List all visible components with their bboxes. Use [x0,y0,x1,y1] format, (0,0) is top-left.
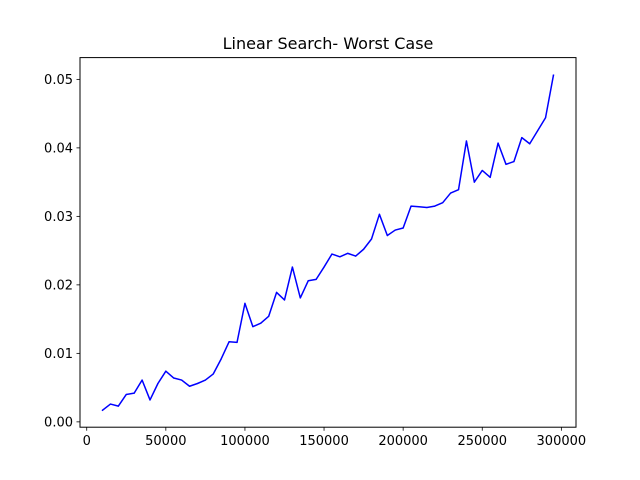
y-tick-label: 0.00 [44,415,73,430]
data-point [236,341,238,343]
data-point [529,143,531,145]
data-point [220,358,222,360]
data-point [204,379,206,381]
data-point [363,248,365,250]
data-point [537,130,539,132]
data-point [394,229,396,231]
data-point [275,291,278,293]
data-point [212,373,214,375]
data-point [181,379,183,381]
data-point [355,255,357,257]
y-tick-label: 0.05 [44,73,73,88]
data-point [426,206,428,209]
data-point [291,266,293,268]
data-point [283,299,286,301]
x-tick-label: 0 [83,434,91,449]
data-point [252,326,254,328]
y-tick-label: 0.02 [44,278,73,293]
data-point [244,302,246,304]
data-point [465,140,468,142]
data-point [489,176,491,178]
series-line-0 [101,74,555,412]
data-point [505,163,507,165]
x-tick-label: 100000 [220,434,270,449]
data-point [117,405,119,407]
data-point [410,205,412,207]
data-point [418,206,420,208]
data-point [228,341,230,343]
data-point [481,169,483,172]
x-tick-label: 200000 [378,434,428,449]
data-point [307,280,309,282]
data-point [370,238,373,240]
data-point [315,278,317,280]
data-point [434,205,436,207]
axes-frame [79,57,577,428]
data-point [323,266,325,268]
data-point [196,382,199,385]
data-point [125,393,127,396]
data-point [552,74,555,76]
data-point [141,379,143,381]
data-point [473,181,475,183]
x-axis: 0 50000 100000 150000 200000 250000 300000 [83,427,587,449]
data-point [497,142,499,144]
data-point [260,322,262,324]
data-point [268,315,270,317]
data-point [386,234,388,237]
x-tick-label: 50000 [145,434,186,449]
data-point [544,117,547,119]
data-point [402,227,404,229]
data-point [188,385,191,387]
plot-area [101,74,555,412]
data-point [450,192,452,194]
data-point [157,382,159,385]
data-point [109,403,112,405]
x-tick-label: 250000 [457,434,507,449]
x-tick-label: 150000 [299,434,349,449]
data-point [133,392,135,394]
data-point [165,370,167,372]
data-point [101,409,104,411]
data-point [457,189,460,191]
data-point [513,160,515,163]
x-tick-label: 300000 [537,434,587,449]
data-point [331,253,333,255]
y-axis: 0.00 0.01 0.02 0.03 0.04 0.05 [44,73,80,430]
data-point [442,202,444,204]
y-tick-label: 0.04 [44,141,73,156]
chart-title: Linear Search- Worst Case [223,34,434,53]
data-point [173,377,175,379]
data-point [347,252,349,254]
data-point [521,137,523,139]
y-tick-label: 0.03 [44,210,73,225]
y-tick-label: 0.01 [44,347,73,362]
data-point [339,256,341,258]
data-point [378,213,381,215]
data-point [299,297,301,299]
data-point [149,399,151,401]
